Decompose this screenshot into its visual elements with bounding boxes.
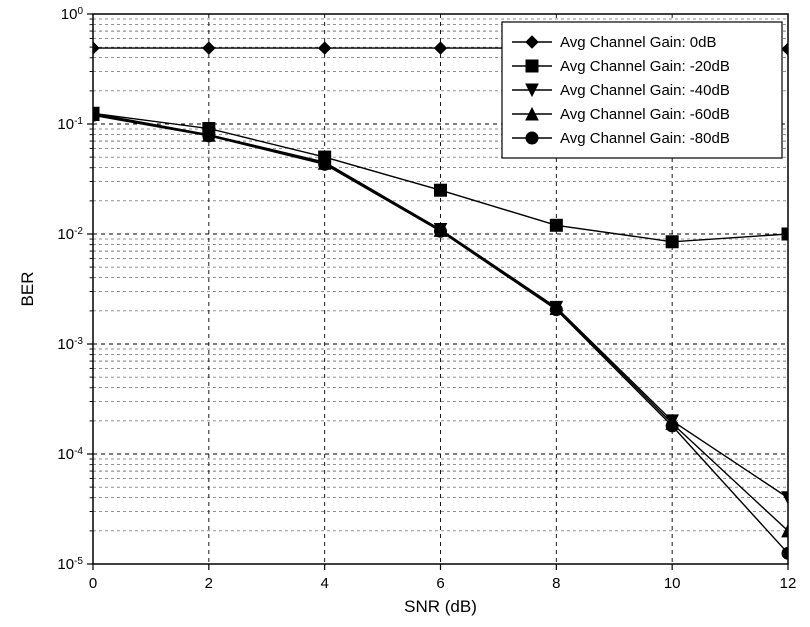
y-axis-label: BER xyxy=(18,272,37,307)
legend-label: Avg Channel Gain: -60dB xyxy=(560,106,730,123)
legend-label: Avg Channel Gain: -40dB xyxy=(560,82,730,99)
x-axis-label: SNR (dB) xyxy=(404,597,477,616)
legend-label: Avg Channel Gain: 0dB xyxy=(560,34,717,51)
chart-container: 02468101210010-110-210-310-410-5SNR (dB)… xyxy=(0,0,810,627)
x-tick-label: 12 xyxy=(780,575,797,592)
ber-vs-snr-chart: 02468101210010-110-210-310-410-5SNR (dB)… xyxy=(0,0,810,627)
legend-label: Avg Channel Gain: -20dB xyxy=(560,58,730,75)
x-tick-label: 2 xyxy=(205,575,213,592)
legend-label: Avg Channel Gain: -80dB xyxy=(560,130,730,147)
x-tick-label: 0 xyxy=(89,575,97,592)
legend: Avg Channel Gain: 0dB Avg Channel Gain: -… xyxy=(502,22,782,158)
x-tick-label: 8 xyxy=(552,575,560,592)
x-tick-label: 6 xyxy=(436,575,444,592)
x-tick-label: 10 xyxy=(664,575,681,592)
x-tick-label: 4 xyxy=(320,575,328,592)
